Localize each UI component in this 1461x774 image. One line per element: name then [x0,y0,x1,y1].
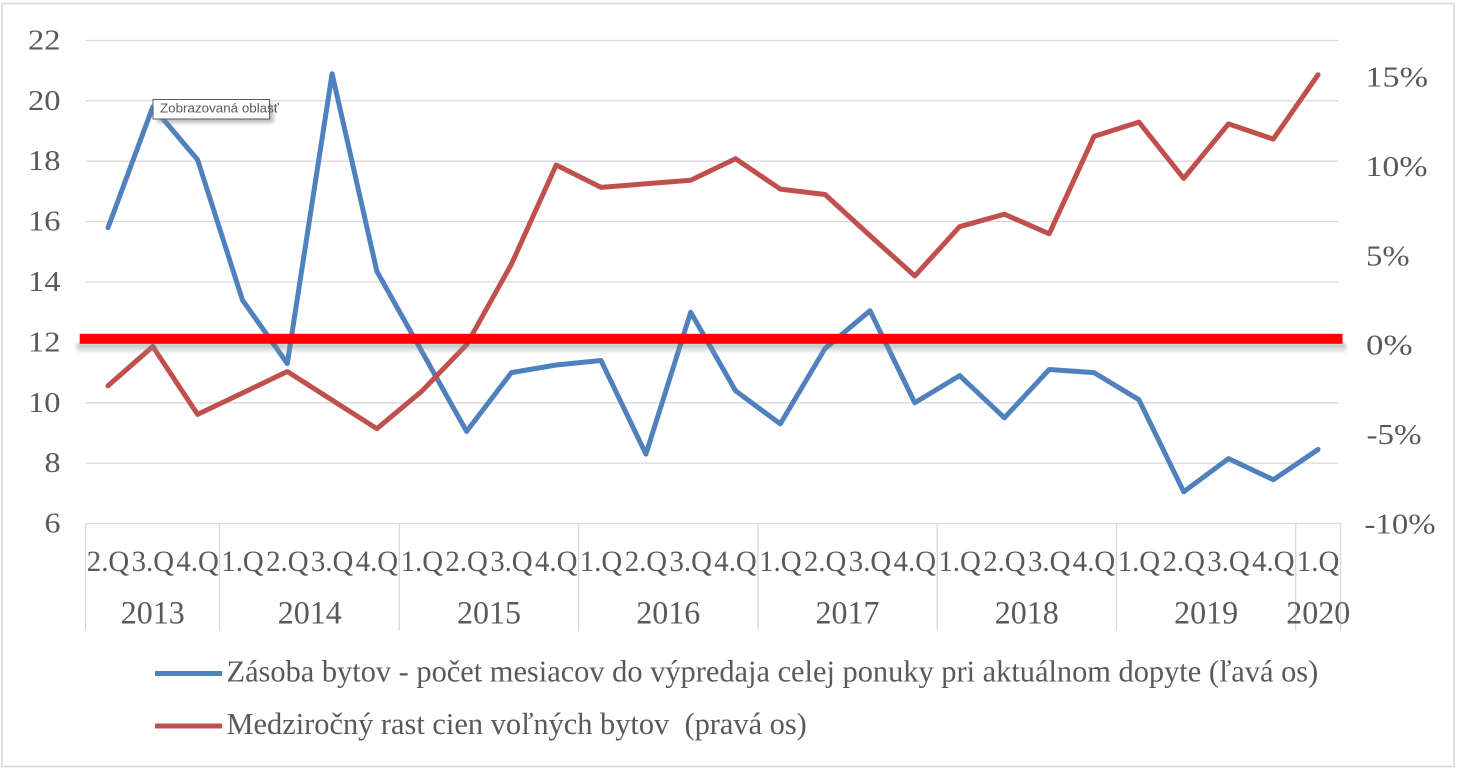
svg-text:3.Q: 3.Q [849,546,891,579]
svg-text:3.Q: 3.Q [490,546,532,579]
svg-text:4.Q: 4.Q [535,546,577,579]
svg-text:2013: 2013 [121,595,185,632]
svg-text:4.Q: 4.Q [1073,546,1115,579]
svg-text:16: 16 [28,206,60,237]
svg-text:0%: 0% [1366,330,1413,361]
svg-text:2.Q: 2.Q [445,546,487,579]
svg-text:5%: 5% [1366,240,1410,271]
svg-text:14: 14 [28,266,60,297]
svg-text:2018: 2018 [995,595,1059,632]
svg-text:2.Q: 2.Q [87,546,129,579]
svg-text:10: 10 [28,387,60,418]
svg-text:4.Q: 4.Q [176,546,218,579]
svg-text:4.Q: 4.Q [1252,546,1294,579]
svg-text:2020: 2020 [1286,595,1350,632]
svg-text:15%: 15% [1366,61,1428,92]
svg-text:1.Q: 1.Q [938,546,980,579]
svg-text:6: 6 [45,507,61,539]
svg-text:22: 22 [28,25,60,56]
svg-text:4.Q: 4.Q [714,546,756,579]
svg-text:1.Q: 1.Q [580,546,622,579]
svg-text:4.Q: 4.Q [894,546,936,579]
svg-text:3.Q: 3.Q [1028,546,1070,579]
svg-text:1.Q: 1.Q [1297,546,1339,579]
svg-text:2014: 2014 [278,595,342,632]
svg-text:20: 20 [28,85,60,116]
svg-text:Medziročný rast cien voľných b: Medziročný rast cien voľných bytov (prav… [227,707,807,741]
svg-text:-5%: -5% [1367,419,1422,450]
svg-text:2.Q: 2.Q [625,546,667,579]
svg-text:1.Q: 1.Q [221,546,263,579]
svg-text:2.Q: 2.Q [983,546,1025,579]
svg-text:2.Q: 2.Q [804,546,846,579]
svg-text:1.Q: 1.Q [759,546,801,579]
svg-text:18: 18 [28,145,60,176]
svg-text:1.Q: 1.Q [401,546,443,579]
svg-text:1.Q: 1.Q [1118,546,1160,579]
svg-text:Zobrazovaná oblasť: Zobrazovaná oblasť [160,101,280,116]
svg-text:Zásoba bytov - počet mesiacov: Zásoba bytov - počet mesiacov do výpreda… [227,655,1319,689]
svg-text:2016: 2016 [636,595,700,632]
svg-text:-10%: -10% [1365,509,1436,540]
svg-text:2017: 2017 [815,595,879,632]
svg-text:2019: 2019 [1174,595,1238,632]
svg-text:3.Q: 3.Q [1207,546,1249,579]
svg-text:8: 8 [45,447,61,479]
svg-text:3.Q: 3.Q [311,546,353,579]
svg-text:12: 12 [28,326,60,357]
svg-text:3.Q: 3.Q [132,546,174,579]
svg-text:2015: 2015 [457,595,521,632]
svg-text:4.Q: 4.Q [356,546,398,579]
svg-text:3.Q: 3.Q [669,546,711,579]
svg-text:2.Q: 2.Q [266,546,308,579]
svg-text:10%: 10% [1366,151,1428,183]
svg-text:2.Q: 2.Q [1162,546,1204,579]
